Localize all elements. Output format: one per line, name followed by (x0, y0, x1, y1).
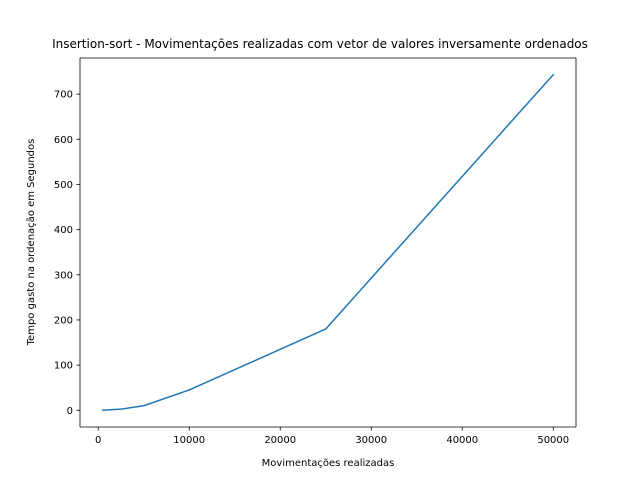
x-tick-label: 50000 (537, 435, 569, 446)
y-axis-label: Tempo gasto na ordenação em Segundos (26, 139, 37, 347)
labels: Insertion-sort - Movimentações realizada… (26, 37, 588, 469)
plot-area (101, 73, 555, 412)
y-tick-label: 0 (67, 406, 73, 417)
x-tick-label: 0 (95, 435, 101, 446)
x-tick-label: 20000 (264, 435, 296, 446)
x-axis-label: Movimentações realizadas (262, 458, 395, 469)
y-tick-label: 500 (54, 180, 73, 191)
x-tick-label: 40000 (446, 435, 478, 446)
x-tick-label: 30000 (355, 435, 387, 446)
y-tick-label: 200 (54, 315, 73, 326)
y-tick-label: 400 (54, 225, 73, 236)
y-tick-label: 300 (54, 270, 73, 281)
tick-marks (76, 93, 554, 431)
x-tick-label: 10000 (173, 435, 205, 446)
chart-title: Insertion-sort - Movimentações realizada… (52, 37, 588, 51)
y-tick-label: 100 (54, 361, 73, 372)
series-line-0 (101, 73, 555, 412)
y-tick-label: 700 (54, 90, 73, 101)
y-tick-label: 600 (54, 135, 73, 146)
